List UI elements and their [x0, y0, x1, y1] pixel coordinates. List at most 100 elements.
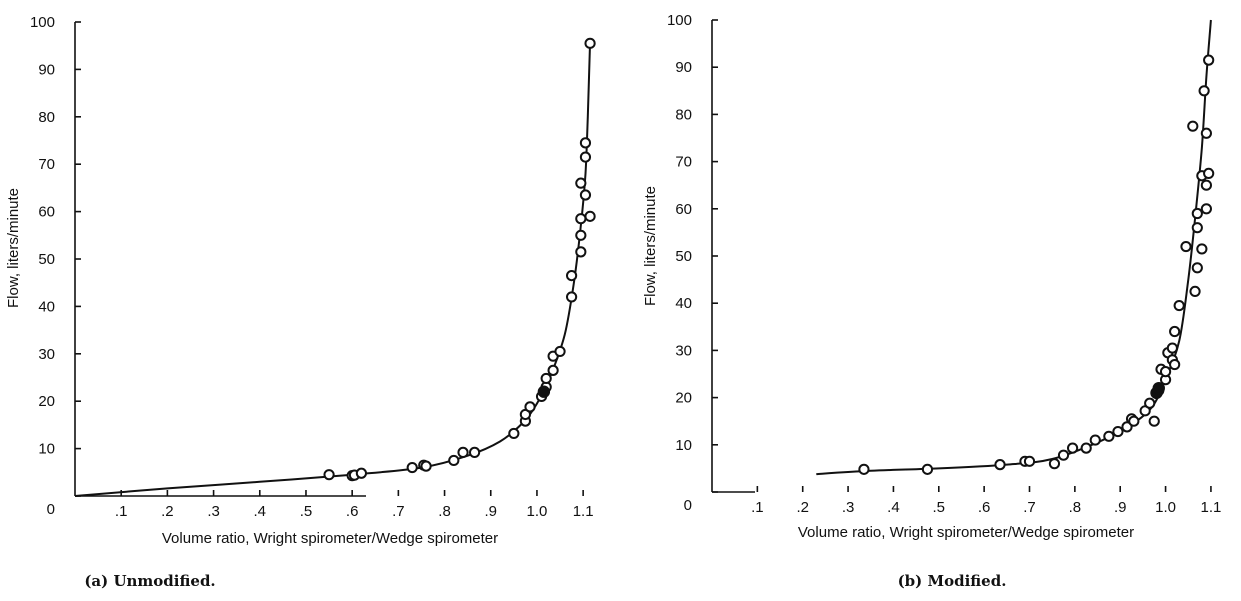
x-axis-title: Volume ratio, Wright spirometer/Wedge sp… — [798, 524, 1134, 541]
y-tick-label: 70 — [675, 154, 692, 171]
y-tick-label: 20 — [38, 393, 55, 410]
x-tick-label: .3 — [207, 503, 220, 520]
y-tick-label: 60 — [38, 204, 55, 221]
data-point — [1196, 243, 1208, 255]
x-tick-label: .4 — [887, 499, 900, 516]
y-tick-label: 100 — [30, 14, 55, 31]
data-point — [1148, 415, 1160, 427]
y-tick-label: 70 — [38, 156, 55, 173]
data-point — [1203, 167, 1215, 179]
data-point — [1191, 207, 1203, 220]
data-point — [1198, 85, 1210, 97]
y-tick-label: 90 — [38, 61, 55, 78]
x-tick-label: .6 — [346, 503, 359, 520]
y-tick-label: 50 — [38, 251, 55, 268]
x-tick-label: 1.1 — [1200, 499, 1221, 516]
data-point — [457, 446, 469, 458]
data-point — [448, 454, 460, 467]
x-tick-label: .7 — [1023, 499, 1036, 516]
data-point — [565, 269, 578, 282]
x-tick-label: .6 — [978, 499, 991, 516]
panel-caption: (a) Unmodified. — [84, 572, 215, 590]
y-axis-title: Flow, liters/minute — [5, 188, 22, 308]
x-tick-label: 1.1 — [573, 503, 594, 520]
x-tick-label: 1.0 — [1155, 499, 1176, 516]
y-tick-label: 30 — [675, 342, 692, 359]
data-point — [1203, 54, 1215, 66]
data-point — [420, 460, 432, 472]
data-point — [584, 37, 596, 49]
data-point — [1144, 397, 1156, 409]
data-point — [575, 213, 587, 225]
data-point — [994, 459, 1006, 471]
y-tick-label: 80 — [38, 109, 55, 126]
data-point — [1173, 299, 1185, 312]
data-point — [524, 401, 536, 413]
y-tick-label: 40 — [38, 298, 55, 315]
y-tick-label: 20 — [675, 390, 692, 407]
fitted-curve — [74, 40, 592, 497]
data-point — [921, 463, 934, 475]
x-tick-label: .5 — [300, 503, 313, 520]
data-point — [1200, 203, 1212, 215]
y-axis-title: Flow, liters/minute — [642, 186, 659, 306]
data-point-filled — [1152, 381, 1165, 395]
data-point — [323, 469, 335, 481]
data-point — [1023, 455, 1036, 467]
data-point — [1187, 120, 1199, 132]
data-point — [1191, 222, 1203, 234]
data-point — [1121, 421, 1133, 433]
data-point — [575, 229, 587, 241]
panel-caption: (b) Modified. — [898, 572, 1007, 590]
y-tick-label: 0 — [47, 501, 55, 518]
data-point — [1166, 342, 1178, 354]
x-tick-label: .8 — [1069, 499, 1082, 516]
data-point — [406, 461, 418, 474]
data-point — [1200, 127, 1212, 139]
x-tick-label: 1.0 — [527, 503, 548, 520]
y-tick-label: 90 — [675, 59, 692, 76]
data-point — [579, 151, 592, 163]
x-tick-label: .5 — [933, 499, 946, 516]
x-tick-label: .8 — [438, 503, 451, 520]
y-tick-label: 60 — [675, 201, 692, 218]
x-axis-title: Volume ratio, Wright spirometer/Wedge sp… — [162, 530, 498, 547]
data-point — [468, 446, 481, 458]
data-point — [575, 177, 587, 189]
y-tick-label: 50 — [675, 248, 692, 265]
data-point — [858, 463, 870, 475]
y-tick-label: 10 — [675, 437, 692, 454]
data-point — [1200, 179, 1212, 191]
y-tick-label: 30 — [38, 346, 55, 363]
data-point — [1080, 442, 1092, 454]
data-point — [1089, 434, 1101, 446]
x-tick-label: .7 — [392, 503, 405, 520]
data-point — [540, 372, 552, 385]
data-point — [1103, 430, 1115, 442]
x-tick-label: .4 — [254, 503, 267, 520]
data-point — [355, 467, 368, 479]
data-point — [1112, 425, 1124, 438]
data-point — [508, 427, 520, 440]
data-point — [1180, 240, 1192, 253]
y-tick-label: 100 — [667, 12, 692, 29]
data-point — [579, 189, 592, 201]
x-tick-label: .9 — [1114, 499, 1127, 516]
data-point — [1128, 415, 1140, 427]
data-point — [584, 210, 596, 222]
y-tick-label: 10 — [38, 441, 55, 458]
data-point — [1159, 366, 1172, 378]
data-point-filled — [537, 385, 551, 398]
x-tick-label: .2 — [161, 503, 174, 520]
chart-panel-a: 0 10 20 30 40 50 60 70 80 90 100 .1 .2 .3 .4 .5 .6 .7 .8 .9… — [5, 14, 596, 590]
data-point — [1191, 262, 1203, 274]
y-tick-label: 80 — [675, 106, 692, 123]
x-tick-label: .3 — [842, 499, 855, 516]
x-tick-label: .1 — [115, 503, 128, 520]
chart-panel-b: 0 10 20 30 40 50 60 70 80 90 100 .1 .2 .3 .4 .5 .6 .7 .8 .9… — [642, 12, 1221, 590]
y-tick-label: 40 — [675, 295, 692, 312]
data-point — [1189, 285, 1201, 297]
data-point — [1169, 325, 1181, 338]
data-point — [1057, 449, 1070, 461]
